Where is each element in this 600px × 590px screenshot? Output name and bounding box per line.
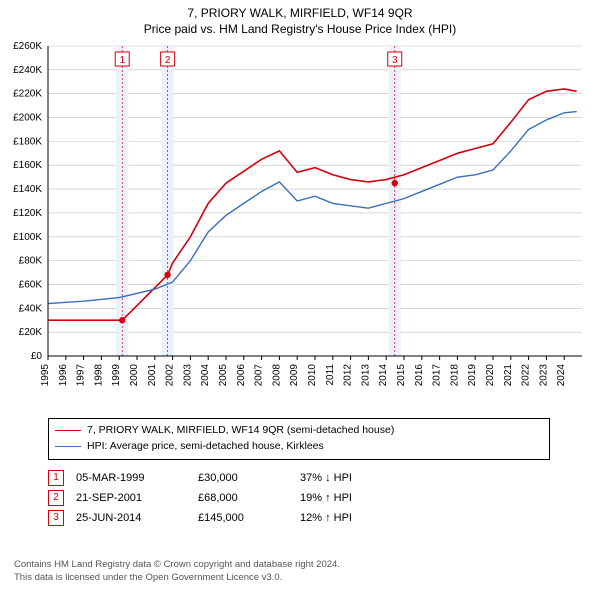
svg-text:£40K: £40K	[19, 303, 43, 314]
svg-text:1998: 1998	[93, 364, 104, 387]
svg-text:2005: 2005	[218, 364, 229, 387]
event-marker-icon: 1	[48, 470, 64, 486]
svg-text:1: 1	[119, 55, 125, 66]
event-delta: 37% ↓ HPI	[300, 468, 364, 488]
legend-swatch	[55, 430, 81, 431]
svg-text:2008: 2008	[271, 364, 282, 387]
svg-text:£200K: £200K	[13, 113, 42, 124]
svg-text:2012: 2012	[343, 364, 354, 387]
event-row: 3 25-JUN-2014 £145,000 12% ↑ HPI	[48, 508, 364, 528]
footer: Contains HM Land Registry data © Crown c…	[14, 559, 340, 584]
legend: 7, PRIORY WALK, MIRFIELD, WF14 9QR (semi…	[48, 418, 550, 460]
event-date: 21-SEP-2001	[76, 488, 198, 508]
svg-text:2001: 2001	[147, 364, 158, 387]
svg-text:£80K: £80K	[19, 256, 43, 267]
price-chart: £0 £20K £40K £60K £80K £100K £120K £140K £160K £1…	[0, 0, 600, 400]
event-date: 25-JUN-2014	[76, 508, 198, 528]
svg-text:2011: 2011	[325, 364, 336, 386]
svg-text:2006: 2006	[236, 364, 247, 387]
event-row: 2 21-SEP-2001 £68,000 19% ↑ HPI	[48, 488, 364, 508]
svg-text:2022: 2022	[521, 364, 532, 387]
event-delta: 19% ↑ HPI	[300, 488, 364, 508]
footer-line: This data is licensed under the Open Gov…	[14, 572, 282, 583]
svg-text:2007: 2007	[254, 364, 265, 387]
svg-text:2017: 2017	[432, 364, 443, 387]
svg-text:2024: 2024	[556, 364, 567, 387]
svg-text:2000: 2000	[129, 364, 140, 387]
svg-text:£120K: £120K	[13, 208, 42, 219]
event-delta: 12% ↑ HPI	[300, 508, 364, 528]
svg-text:2: 2	[165, 55, 171, 66]
svg-text:2019: 2019	[467, 364, 478, 387]
svg-text:£60K: £60K	[19, 279, 43, 290]
svg-text:2009: 2009	[289, 364, 300, 387]
event-date: 05-MAR-1999	[76, 468, 198, 488]
legend-swatch	[55, 446, 81, 447]
svg-text:£0: £0	[31, 351, 43, 362]
svg-text:£160K: £160K	[13, 160, 42, 171]
svg-text:1997: 1997	[76, 364, 87, 387]
svg-text:2010: 2010	[307, 364, 318, 387]
svg-text:1995: 1995	[40, 364, 51, 387]
events-table: 1 05-MAR-1999 £30,000 37% ↓ HPI 2 21-SEP…	[48, 468, 364, 528]
svg-text:2004: 2004	[200, 364, 211, 387]
svg-text:£20K: £20K	[19, 327, 43, 338]
svg-text:2023: 2023	[538, 364, 549, 387]
svg-text:2016: 2016	[414, 364, 425, 387]
svg-text:2021: 2021	[503, 364, 514, 387]
svg-text:£240K: £240K	[13, 65, 42, 76]
svg-text:2002: 2002	[165, 364, 176, 387]
legend-label: 7, PRIORY WALK, MIRFIELD, WF14 9QR (semi…	[87, 423, 394, 439]
legend-item: HPI: Average price, semi-detached house,…	[55, 439, 543, 455]
svg-text:3: 3	[392, 55, 398, 66]
svg-text:£220K: £220K	[13, 89, 42, 100]
footer-line: Contains HM Land Registry data © Crown c…	[14, 559, 340, 570]
svg-text:1999: 1999	[111, 364, 122, 387]
svg-text:2020: 2020	[485, 364, 496, 387]
svg-text:£180K: £180K	[13, 136, 42, 147]
event-marker-icon: 2	[48, 490, 64, 506]
event-price: £145,000	[198, 508, 300, 528]
legend-label: HPI: Average price, semi-detached house,…	[87, 439, 324, 455]
svg-text:£100K: £100K	[13, 232, 42, 243]
event-price: £68,000	[198, 488, 300, 508]
event-price: £30,000	[198, 468, 300, 488]
svg-text:£140K: £140K	[13, 184, 42, 195]
svg-text:2003: 2003	[182, 364, 193, 387]
svg-text:£260K: £260K	[13, 41, 42, 52]
svg-text:1996: 1996	[58, 364, 69, 387]
svg-text:2015: 2015	[396, 364, 407, 387]
legend-item: 7, PRIORY WALK, MIRFIELD, WF14 9QR (semi…	[55, 423, 543, 439]
event-marker-icon: 3	[48, 510, 64, 526]
event-row: 1 05-MAR-1999 £30,000 37% ↓ HPI	[48, 468, 364, 488]
svg-text:2014: 2014	[378, 364, 389, 387]
svg-text:2013: 2013	[360, 364, 371, 387]
svg-text:2018: 2018	[449, 364, 460, 387]
